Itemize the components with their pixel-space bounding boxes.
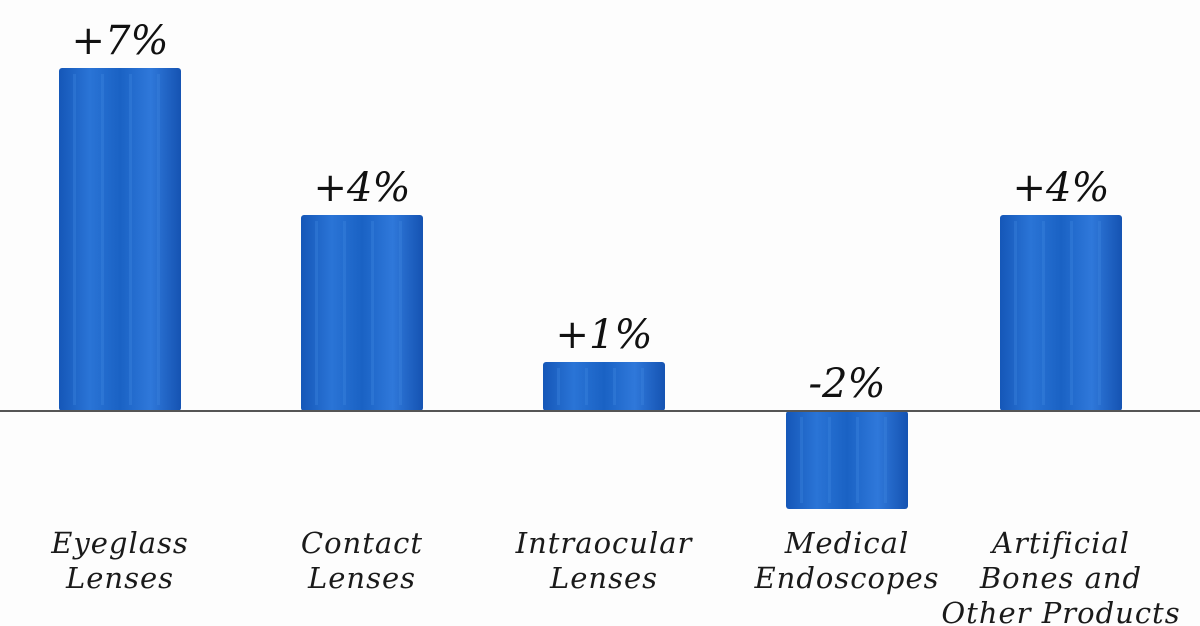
bar-brush-streak: [1014, 221, 1017, 405]
bar-brush-streak: [101, 74, 104, 405]
category-label-line: Artificial: [989, 526, 1130, 560]
category-label: Intraocular Lenses: [515, 526, 694, 595]
category-label: Eyeglass Lenses: [50, 526, 189, 595]
category-label-line: Lenses: [307, 561, 416, 595]
bar-brush-streak: [585, 368, 588, 405]
bar: [59, 68, 181, 411]
bar-brush-streak: [613, 368, 616, 405]
bar-value-label: +4%: [314, 165, 411, 211]
category-label-line: Contact: [301, 526, 423, 560]
category-label: Contact Lenses: [301, 526, 423, 595]
category-label-line: Bones and: [979, 561, 1142, 595]
category-label-line: Lenses: [65, 561, 174, 595]
bar: [301, 215, 423, 411]
bar-brush-streak: [1042, 221, 1045, 405]
bar: [1000, 215, 1122, 411]
category-label-line: Other Products: [941, 596, 1180, 626]
bar: [786, 411, 908, 509]
bar-brush-streak: [557, 368, 560, 405]
bar-brush-streak: [73, 74, 76, 405]
bar-brush-streak: [129, 74, 132, 405]
bar-value-label: +7%: [72, 18, 169, 64]
bar-brush-streak: [157, 74, 160, 405]
category-label-line: Intraocular: [515, 526, 694, 560]
bar-brush-streak: [641, 368, 644, 405]
bar-brush-streak: [856, 417, 859, 503]
bar-brush-streak: [315, 221, 318, 405]
bar-value-label: +4%: [1013, 165, 1110, 211]
value-labels-layer: +7% +4% +1% -2% +4%: [72, 18, 1110, 407]
bar-value-label: +1%: [556, 312, 653, 358]
bar: [543, 362, 665, 411]
bar-brush-streak: [828, 417, 831, 503]
bar-brush-streak: [1098, 221, 1101, 405]
category-label: Medical Endoscopes: [753, 526, 939, 595]
bar-brush-streak: [371, 221, 374, 405]
bar-brush-streak: [884, 417, 887, 503]
bar-brush-streak: [1070, 221, 1073, 405]
category-label-line: Medical: [784, 526, 910, 560]
category-label-line: Lenses: [549, 561, 658, 595]
bar-brush-streak: [399, 221, 402, 405]
category-label-line: Endoscopes: [753, 561, 939, 595]
bar-brush-streak: [800, 417, 803, 503]
bars-layer: [59, 68, 1122, 509]
bar-value-label: -2%: [809, 361, 886, 407]
bar-brush-streak: [343, 221, 346, 405]
category-label: Artificial Bones and Other Products: [941, 526, 1180, 626]
category-label-line: Eyeglass: [50, 526, 189, 560]
